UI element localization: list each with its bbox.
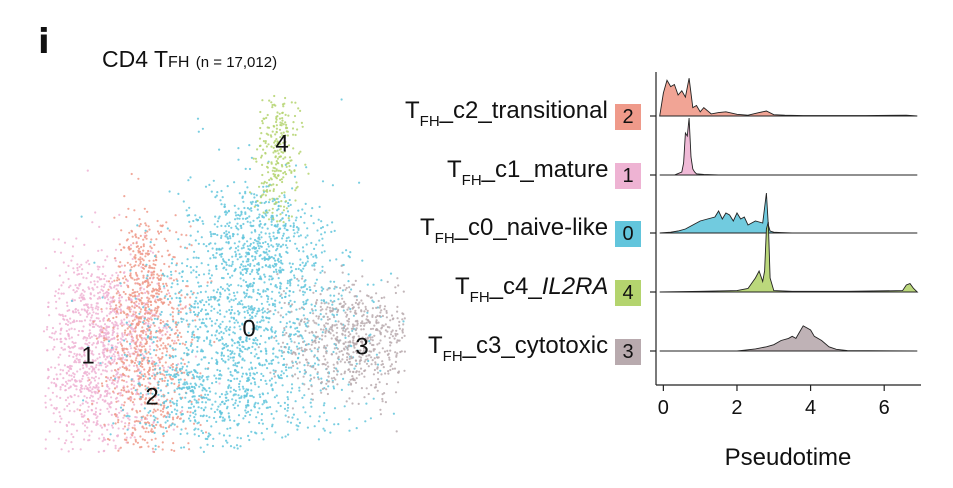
row-label-sub: FH — [434, 230, 455, 247]
x-tick-label-4: 4 — [805, 397, 816, 419]
row-label-name: _c1_mature — [481, 156, 609, 183]
umap-cluster-label-0: 0 — [242, 315, 255, 342]
row-label-prefix: T — [455, 273, 470, 300]
umap-cluster-label-4: 4 — [275, 130, 288, 157]
cluster-badge-2: 2 — [615, 104, 641, 130]
umap-cluster-label-2: 2 — [145, 383, 158, 410]
umap-title: CD4 TFH (n = 17,012) — [102, 46, 277, 73]
cluster-badge-4: 4 — [615, 280, 641, 306]
ridge-series-4 — [659, 221, 919, 293]
row-label-2: TFH_c2_transitional — [405, 97, 608, 130]
row-label-sub: FH — [469, 289, 490, 306]
umap-title-n: (n = 17,012) — [195, 54, 278, 71]
row-label-name: _c0_naive-like — [454, 214, 609, 241]
row-label-sub: FH — [461, 172, 482, 189]
row-label-sub: FH — [419, 113, 440, 130]
umap-points — [42, 94, 406, 454]
umap-cluster-label-1: 1 — [81, 342, 94, 369]
cluster-badge-0: 0 — [615, 221, 641, 247]
row-label-prefix: T — [405, 97, 420, 124]
row-label-gene: IL2RA — [541, 273, 609, 300]
row-label-3: TFH_c3_cytotoxic — [428, 332, 609, 365]
ridge-series-0 — [659, 192, 918, 234]
row-label-4: TFH_c4_IL2RA — [455, 273, 609, 306]
row-label-1: TFH_c1_mature — [447, 156, 609, 189]
row-label-name: _c4_ — [489, 273, 542, 300]
row-label-sub: FH — [442, 348, 463, 365]
row-label-prefix: T — [428, 332, 443, 359]
ridge-series-2 — [659, 78, 918, 117]
row-label-name: _c2_transitional — [439, 97, 608, 124]
umap-title-sub: FH — [168, 54, 190, 71]
x-axis-title: Pseudotime — [725, 444, 852, 471]
cluster-badge-3: 3 — [615, 339, 641, 365]
x-tick-label-6: 6 — [879, 397, 890, 419]
ridge-series-1 — [659, 117, 918, 176]
x-tick-label-2: 2 — [731, 397, 742, 419]
ridge-series-3 — [659, 325, 918, 352]
row-label-prefix: T — [420, 214, 435, 241]
row-label-prefix: T — [447, 156, 462, 183]
cluster-badge-1: 1 — [615, 163, 641, 189]
x-tick-label-0: 0 — [658, 397, 669, 419]
umap-title-main: CD4 T — [102, 46, 169, 72]
panel-letter: i — [38, 22, 50, 62]
umap-cluster-label-3: 3 — [355, 333, 368, 360]
row-label-0: TFH_c0_naive-like — [420, 214, 609, 247]
umap-plot: 1 2 0 3 4 — [42, 94, 406, 454]
row-label-name: _c3_cytotoxic — [462, 332, 609, 359]
